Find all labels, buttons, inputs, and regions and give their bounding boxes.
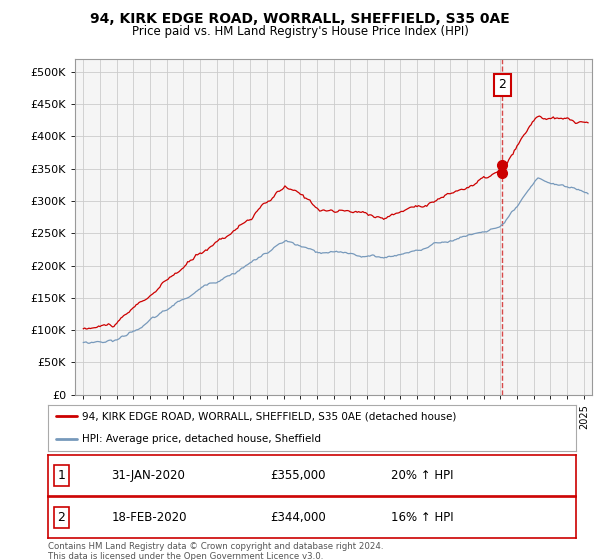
Text: Contains HM Land Registry data © Crown copyright and database right 2024.
This d: Contains HM Land Registry data © Crown c… xyxy=(48,542,383,560)
Text: 18-FEB-2020: 18-FEB-2020 xyxy=(112,511,187,524)
Text: £344,000: £344,000 xyxy=(270,511,326,524)
Text: £355,000: £355,000 xyxy=(270,469,325,482)
Text: HPI: Average price, detached house, Sheffield: HPI: Average price, detached house, Shef… xyxy=(82,435,322,444)
Text: 94, KIRK EDGE ROAD, WORRALL, SHEFFIELD, S35 0AE: 94, KIRK EDGE ROAD, WORRALL, SHEFFIELD, … xyxy=(90,12,510,26)
Text: 31-JAN-2020: 31-JAN-2020 xyxy=(112,469,185,482)
Text: 1: 1 xyxy=(57,469,65,482)
Text: Price paid vs. HM Land Registry's House Price Index (HPI): Price paid vs. HM Land Registry's House … xyxy=(131,25,469,38)
Text: 94, KIRK EDGE ROAD, WORRALL, SHEFFIELD, S35 0AE (detached house): 94, KIRK EDGE ROAD, WORRALL, SHEFFIELD, … xyxy=(82,412,457,421)
Text: 2: 2 xyxy=(499,78,506,91)
Text: 16% ↑ HPI: 16% ↑ HPI xyxy=(391,511,454,524)
Text: 20% ↑ HPI: 20% ↑ HPI xyxy=(391,469,454,482)
Text: 2: 2 xyxy=(57,511,65,524)
